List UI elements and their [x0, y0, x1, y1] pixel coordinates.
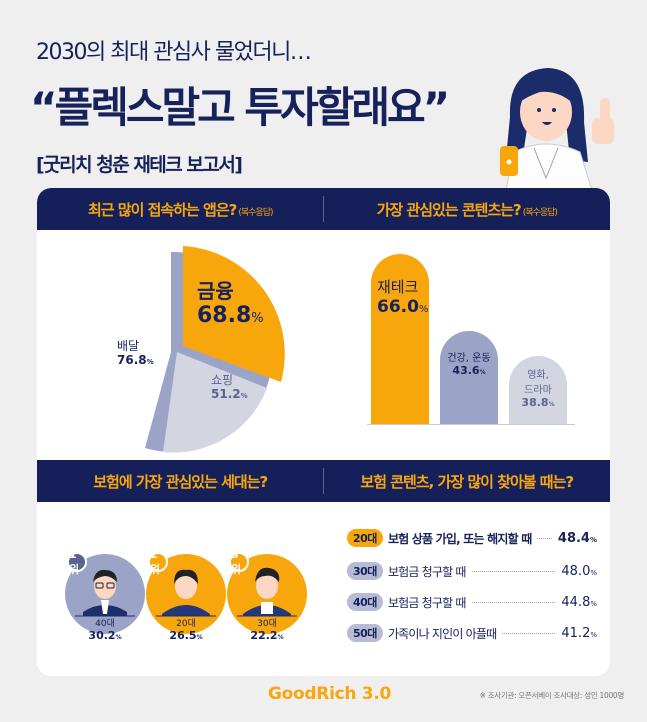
when-row-20s: 20대 보험 상품 가입, 또는 해지할 때 48.4%	[347, 528, 597, 548]
bar-baseline	[367, 424, 575, 425]
contents-bar-chart: 재테크 66.0% 건강, 운동 43.6% 영화, 드라마 38.8%	[367, 244, 592, 424]
when-row-40s: 40대 보험금 청구할 때 44.8%	[347, 592, 597, 612]
generation-circle-2	[146, 554, 226, 634]
header-divider	[323, 196, 324, 222]
survey-source-note: ※ 조사기관: 오픈서베이 조사대상: 성인 1000명	[479, 691, 625, 700]
age-pill: 20대	[347, 529, 383, 547]
man-jacket-avatar-icon	[237, 567, 297, 617]
when-value: 48.4%	[557, 530, 597, 546]
pie-label-shopping: 쇼핑 51.2%	[211, 373, 248, 401]
subtitle: 2030의 최대 관심사 물었더니…	[36, 40, 312, 65]
when-text: 보험금 청구할 때	[387, 564, 467, 579]
age-pill: 50대	[347, 624, 383, 642]
when-value: 44.8%	[561, 594, 597, 610]
header-divider	[323, 468, 324, 494]
section-header-top: 최근 많이 접속하는 앱은? (복수응답) 가장 관심있는 콘텐츠는? (복수응답)	[37, 188, 610, 230]
when-value: 41.2%	[561, 625, 597, 641]
pie-label-delivery: 배달 76.8%	[117, 339, 154, 367]
dotted-leader	[471, 570, 556, 572]
dotted-leader	[537, 537, 552, 539]
dotted-leader	[471, 601, 556, 603]
apps-section-title: 최근 많이 접속하는 앱은? (복수응답)	[87, 200, 274, 219]
insurance-when-title: 보험 콘텐츠, 가장 많이 찾아볼 때는?	[360, 472, 574, 491]
when-row-30s: 30대 보험금 청구할 때 48.0%	[347, 561, 597, 581]
when-text: 보험 상품 가입, 또는 해지할 때	[387, 531, 532, 546]
pie-label-finance: 금융 68.8%	[197, 279, 264, 329]
contents-section-title: 가장 관심있는 콘텐츠는? (복수응답)	[376, 200, 558, 219]
bar-movie-drama: 영화, 드라마 38.8%	[509, 356, 567, 424]
bar-finance-tech: 재테크 66.0%	[371, 254, 429, 424]
apps-pie-chart: 금융 68.8% 쇼핑 51.2% 배달 76.8%	[67, 244, 287, 454]
when-text: 가족이나 지인이 아플때	[387, 626, 497, 641]
when-row-50s: 50대 가족이나 지인이 아플때 41.2%	[347, 623, 597, 643]
dotted-leader	[502, 632, 556, 634]
man-glasses-avatar-icon	[75, 569, 135, 617]
man-hoodie-avatar-icon	[156, 569, 216, 617]
report-card: 최근 많이 접속하는 앱은? (복수응답) 가장 관심있는 콘텐츠는? (복수응답)…	[37, 188, 610, 676]
woman-character-illustration-icon	[500, 68, 614, 190]
insurance-generation-title: 보험에 가장 관심있는 세대는?	[93, 472, 268, 491]
generation-label-1: 40대 30.2%	[88, 619, 122, 642]
generation-label-3: 30대 22.2%	[250, 619, 284, 642]
when-text: 보험금 청구할 때	[387, 595, 467, 610]
pie-svg	[145, 246, 285, 453]
section-header-bottom: 보험에 가장 관심있는 세대는? 보험 콘텐츠, 가장 많이 찾아볼 때는?	[37, 460, 610, 502]
headline: “플렉스말고 투자할래요”	[30, 83, 450, 132]
brand-logo: GoodRich 3.0	[268, 684, 392, 704]
bar-health-exercise: 건강, 운동 43.6%	[440, 331, 498, 424]
generation-label-2: 20대 26.5%	[169, 619, 203, 642]
age-pill: 30대	[347, 562, 383, 580]
rank-badge-1: 1위	[67, 548, 87, 576]
report-tag: [굿리치 청춘 재테크 보고서]	[36, 154, 243, 176]
age-pill: 40대	[347, 593, 383, 611]
rank-badge-3: 3위	[229, 548, 249, 576]
generation-circle-3	[227, 554, 307, 634]
when-value: 48.0%	[561, 563, 597, 579]
rank-badge-2: 2위	[148, 548, 168, 576]
